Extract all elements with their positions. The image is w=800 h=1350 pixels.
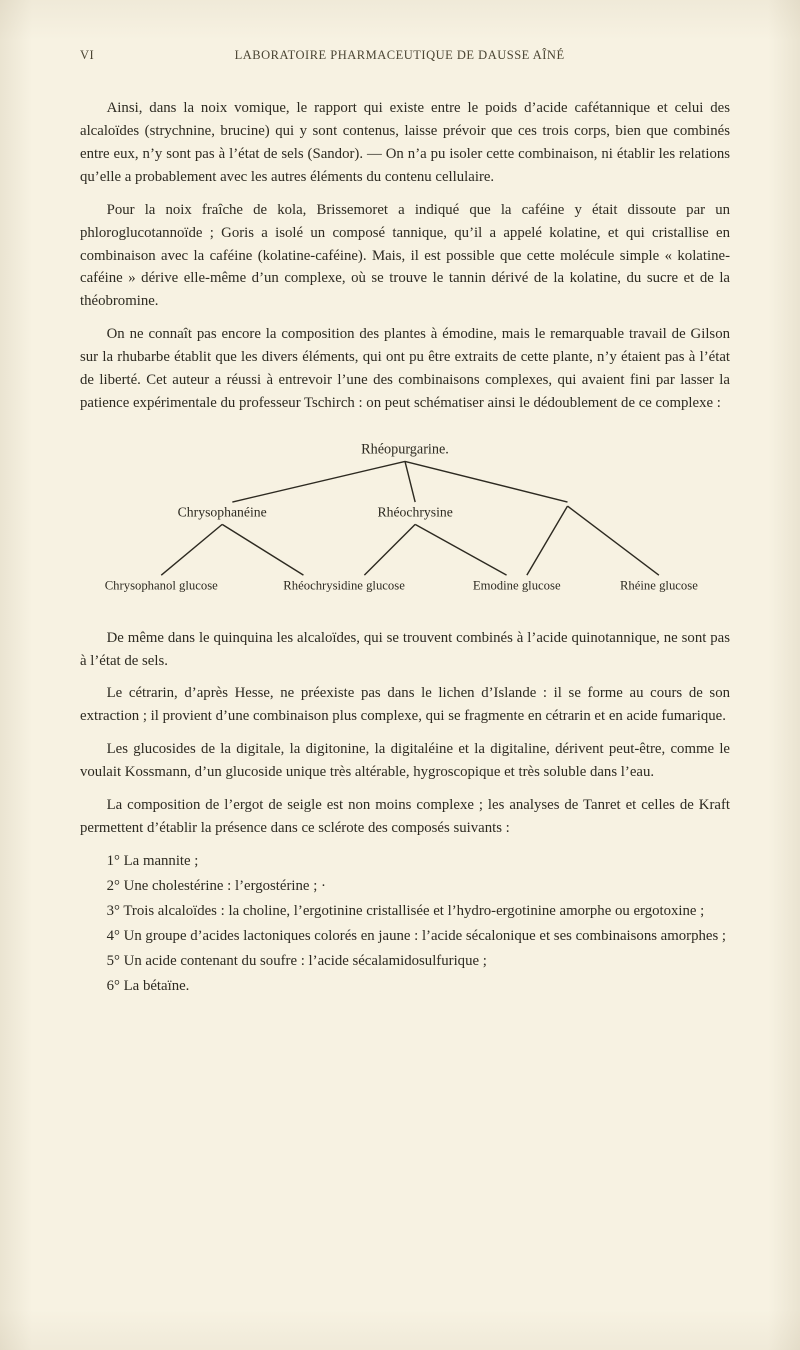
- list-item: 2° Une cholestérine : l’ergostérine ; ·: [80, 875, 730, 898]
- edge: [568, 506, 659, 575]
- paragraph: Pour la noix fraîche de kola, Brissemore…: [80, 199, 730, 314]
- paragraph: Le cétrarin, d’après Hesse, ne préexiste…: [80, 682, 730, 728]
- paragraph: De même dans le quinquina les alcaloïdes…: [80, 627, 730, 673]
- paragraph: La composition de l’ergot de seigle est …: [80, 794, 730, 840]
- running-head: VI LABORATOIRE PHARMACEUTIQUE de DAUSSE …: [80, 48, 730, 69]
- ordered-list: 1° La mannite ; 2° Une cholestérine : l’…: [80, 850, 730, 998]
- edge: [364, 524, 415, 575]
- tree-diagram: Rhéopurgarine. Chrysophanéine Rhéochrysi…: [80, 435, 730, 608]
- paragraph: Les glucosides de la digitale, la digito…: [80, 738, 730, 784]
- running-title: LABORATOIRE PHARMACEUTIQUE de DAUSSE Aîn…: [94, 48, 705, 63]
- leaf-label: Chrysophanol glucose: [105, 578, 218, 592]
- page-number: VI: [80, 48, 94, 63]
- paragraph: On ne connaît pas encore la composition …: [80, 323, 730, 415]
- paragraph: Ainsi, dans la noix vomique, le rapport …: [80, 97, 730, 189]
- edge: [415, 524, 506, 575]
- edge: [527, 506, 568, 575]
- leaf-label: Emodine glucose: [473, 578, 561, 592]
- diagram-title: Rhéopurgarine.: [361, 441, 449, 457]
- list-item: 1° La mannite ;: [80, 850, 730, 873]
- edge: [161, 524, 222, 575]
- node-label: Rhéochrysine: [377, 504, 452, 519]
- list-item: 4° Un groupe d’acides lactoniques coloré…: [80, 925, 730, 948]
- leaf-label: Rhéine glucose: [620, 578, 698, 592]
- edge: [232, 461, 405, 502]
- list-item: 3° Trois alcaloïdes : la choline, l’ergo…: [80, 900, 730, 923]
- list-item: 6° La bétaïne.: [80, 975, 730, 998]
- edge: [222, 524, 303, 575]
- edge: [405, 461, 568, 502]
- node-label: Chrysophanéine: [178, 504, 267, 519]
- edge: [405, 461, 415, 502]
- page: VI LABORATOIRE PHARMACEUTIQUE de DAUSSE …: [0, 0, 800, 1350]
- leaf-label: Rhéochrysidine glucose: [283, 578, 405, 592]
- list-item: 5° Un acide contenant du soufre : l’acid…: [80, 950, 730, 973]
